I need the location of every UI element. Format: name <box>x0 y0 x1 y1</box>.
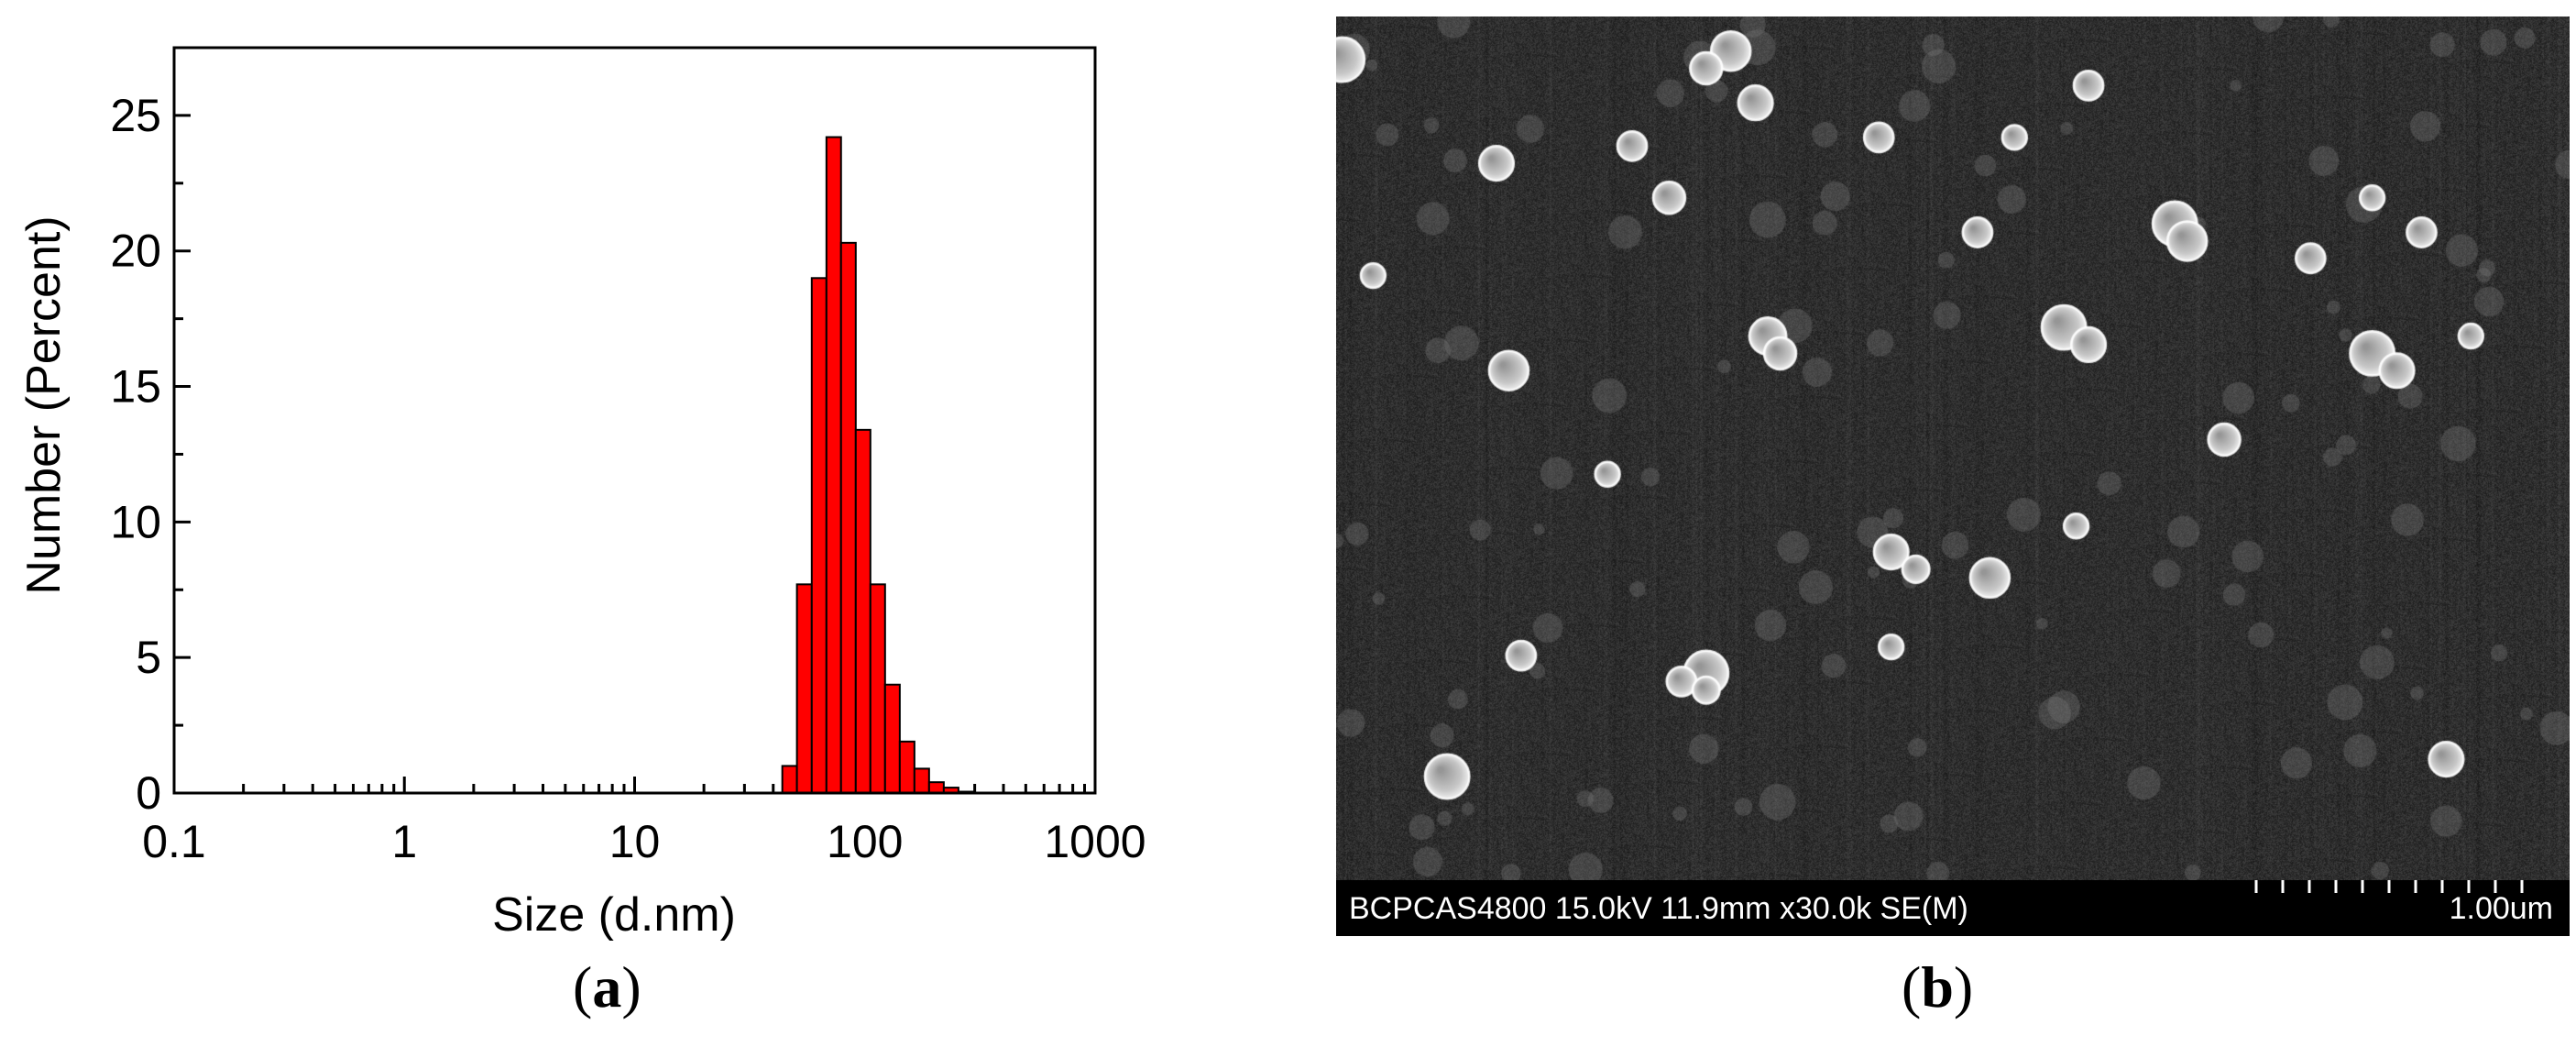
panel-b-letter: b <box>1921 954 1954 1019</box>
histogram-bar <box>839 241 857 795</box>
sem-info-bar: BCPCAS4800 15.0kV 11.9mm x30.0k SE(M) 1.… <box>1336 880 2570 936</box>
size-distribution-chart: 0 5 10 15 20 25 0.1 1 10 100 1000 Size (d.nm) Num… <box>17 46 1146 942</box>
x-axis-title: Size (d.nm) <box>492 888 736 942</box>
histogram-bar <box>795 583 813 794</box>
sem-info-text: BCPCAS4800 15.0kV 11.9mm x30.0k SE(M) <box>1349 891 1968 926</box>
y-tick-labels: 0 5 10 15 20 25 <box>110 90 161 819</box>
panel-b-close-paren: ) <box>1953 954 1974 1019</box>
histogram-bar <box>854 428 871 794</box>
x-tick-label: 1 <box>391 816 417 867</box>
y-axis-title: Number (Percent) <box>17 215 71 594</box>
y-tick-label: 10 <box>110 496 161 547</box>
y-tick-label: 5 <box>136 632 161 683</box>
panel-a-close-paren: ) <box>621 954 641 1019</box>
histogram-bar <box>913 767 930 794</box>
histogram-bar <box>927 781 945 795</box>
panel-b-open-paren: ( <box>1902 954 1922 1019</box>
sem-image <box>1336 17 2570 880</box>
panel-a-open-paren: ( <box>573 954 593 1019</box>
y-tick-label: 25 <box>110 90 161 141</box>
panel-label-b: (b) <box>1902 953 1973 1021</box>
histogram-bar <box>825 136 842 794</box>
x-tick-label: 1000 <box>1044 816 1145 867</box>
histogram-bar <box>810 277 828 795</box>
y-axis-ticks <box>174 46 191 795</box>
scale-bar <box>2254 880 2524 893</box>
x-tick-label: 0.1 <box>142 816 206 867</box>
panel-a-letter: a <box>592 954 622 1019</box>
sem-micrograph: BCPCAS4800 15.0kV 11.9mm x30.0k SE(M) 1.… <box>1336 17 2570 936</box>
x-tick-label: 100 <box>827 816 903 867</box>
x-tick-labels: 0.1 1 10 100 1000 <box>142 816 1145 867</box>
histogram-bar <box>898 740 915 795</box>
histogram-bars <box>781 136 974 795</box>
histogram-bar <box>781 765 798 794</box>
histogram-bar <box>883 683 901 795</box>
x-tick-label: 10 <box>609 816 661 867</box>
scale-bar-label: 1.00um <box>2449 891 2553 926</box>
y-tick-label: 20 <box>110 226 161 277</box>
y-tick-label: 0 <box>136 767 161 819</box>
histogram-bar <box>869 583 886 794</box>
panel-label-a: (a) <box>573 953 641 1021</box>
plot-frame <box>172 46 1097 795</box>
y-tick-label: 15 <box>110 361 161 413</box>
